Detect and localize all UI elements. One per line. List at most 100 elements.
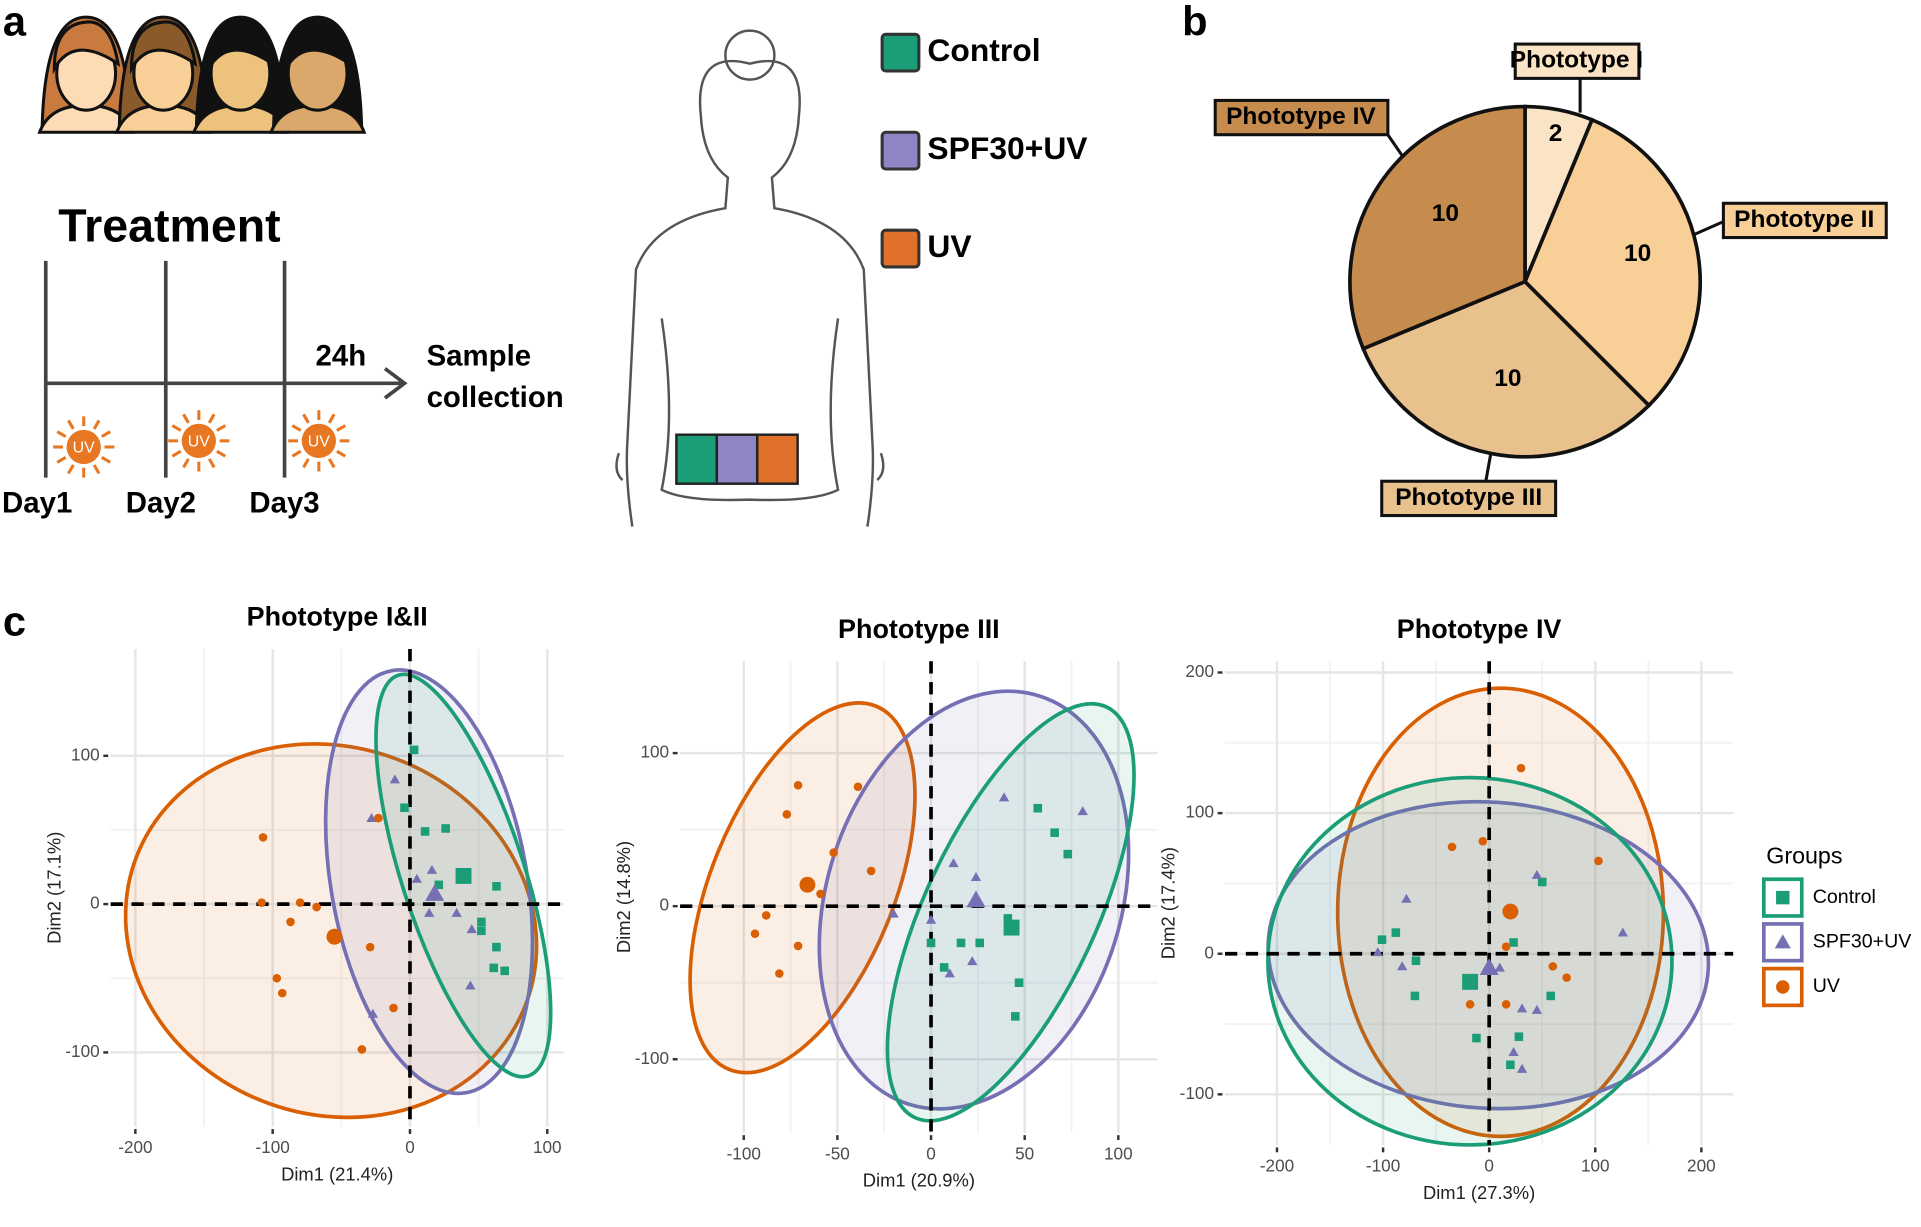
pie-value-label: 10 [1432, 200, 1459, 227]
x-tick-label: 100 [533, 1137, 562, 1157]
point [1531, 1004, 1543, 1014]
point [1372, 947, 1383, 957]
point [1502, 903, 1519, 920]
point [272, 973, 282, 983]
sun-ray [100, 456, 111, 464]
sun-ray [302, 413, 310, 424]
legend-label: SPF30+UV [927, 130, 1088, 166]
treatment-title: Treatment [58, 199, 280, 251]
x-tick-label: -200 [1260, 1156, 1294, 1176]
x-axis-label: Dim1 (20.9%) [863, 1170, 975, 1191]
interval-label: 24h [316, 339, 367, 372]
point [1014, 978, 1024, 987]
sun-ray [207, 458, 216, 469]
panel-label: c [3, 598, 26, 645]
endpoint-label: Sample [427, 339, 532, 372]
point [1501, 1000, 1511, 1009]
legend-label: UV [1813, 975, 1840, 997]
sun [301, 423, 336, 458]
point [424, 907, 435, 917]
point [1478, 836, 1488, 846]
point [1462, 973, 1479, 990]
x-tick-label: 50 [1015, 1143, 1034, 1163]
uv-icon-label: UV [73, 439, 95, 456]
sun-ray [291, 449, 302, 458]
legend-marker [1776, 890, 1790, 905]
body-outline [615, 29, 885, 527]
uv-icons: UV UV UV [53, 410, 350, 478]
sun-ray [216, 449, 227, 458]
sun-ray [171, 424, 182, 432]
point [374, 813, 383, 823]
point [775, 969, 784, 978]
y-tick-label: 0 [90, 893, 100, 913]
point [1514, 1032, 1524, 1041]
x-axis-label: Dim1 (21.4%) [281, 1163, 393, 1184]
point [295, 898, 305, 907]
point [750, 929, 760, 939]
point [967, 956, 978, 966]
point [944, 968, 955, 978]
legend-label: Control [1813, 886, 1876, 908]
sun-ray [171, 449, 182, 458]
y-axis-label: Dim2 (17.4%) [1158, 847, 1179, 959]
uv-icon-label: UV [308, 433, 330, 450]
point [1509, 938, 1518, 947]
x-tick-label: -50 [825, 1143, 850, 1163]
point [998, 792, 1010, 802]
point [357, 1045, 367, 1054]
point [400, 803, 409, 812]
point [1465, 1000, 1475, 1009]
pca-plots: -200 -100 0 100 -100 0 100 Phototype I&II Dim1 (… [43, 602, 1911, 1203]
point [441, 824, 450, 833]
sun-ray [56, 430, 67, 438]
x-tick-label: 0 [405, 1137, 415, 1157]
legend-swatch [880, 32, 921, 73]
sun-ray [327, 458, 336, 469]
sun-ray [100, 430, 111, 438]
point [277, 988, 287, 998]
x-tick-label: -100 [256, 1137, 290, 1157]
y-tick-label: 200 [1185, 661, 1214, 681]
pie-label-boxes [1213, 42, 1888, 518]
point [948, 858, 959, 868]
sun-ray [56, 456, 67, 464]
x-tick-label: -100 [1366, 1156, 1400, 1176]
pie-slice [1348, 104, 1527, 352]
sun-ray [291, 424, 302, 432]
point [434, 880, 444, 890]
point [1003, 919, 1020, 936]
x-axis-label: Dim1 (27.3%) [1423, 1182, 1535, 1203]
timeline [43, 260, 408, 478]
x-tick-label: 200 [1687, 1156, 1716, 1176]
point [888, 908, 899, 918]
point [1391, 928, 1401, 937]
x-tick-label: -100 [727, 1143, 761, 1163]
x-tick-label: 0 [1484, 1156, 1494, 1176]
point [1050, 828, 1059, 837]
y-tick-label: -100 [1180, 1083, 1214, 1103]
point [782, 810, 792, 819]
confidence-ellipse [1266, 775, 1674, 1147]
sun [181, 423, 216, 458]
point [1548, 962, 1558, 971]
point [1537, 877, 1547, 887]
sun-ray [327, 413, 336, 424]
point [799, 876, 816, 893]
point [1494, 962, 1505, 972]
x-tick-label: 100 [1581, 1156, 1610, 1176]
point [367, 1008, 379, 1018]
point [1594, 856, 1603, 866]
patch [675, 433, 799, 485]
day-label: Day2 [126, 486, 196, 519]
point [1401, 893, 1412, 903]
panel-label: a [3, 0, 27, 44]
pie-slice [1360, 279, 1652, 459]
legend-label: SPF30+UV [1813, 930, 1911, 952]
point [455, 867, 472, 884]
chart-title: Phototype IV [1397, 614, 1562, 644]
chart-title: Phototype I&II [247, 602, 428, 632]
point [1508, 1047, 1519, 1057]
y-tick-label: 0 [1204, 942, 1214, 962]
